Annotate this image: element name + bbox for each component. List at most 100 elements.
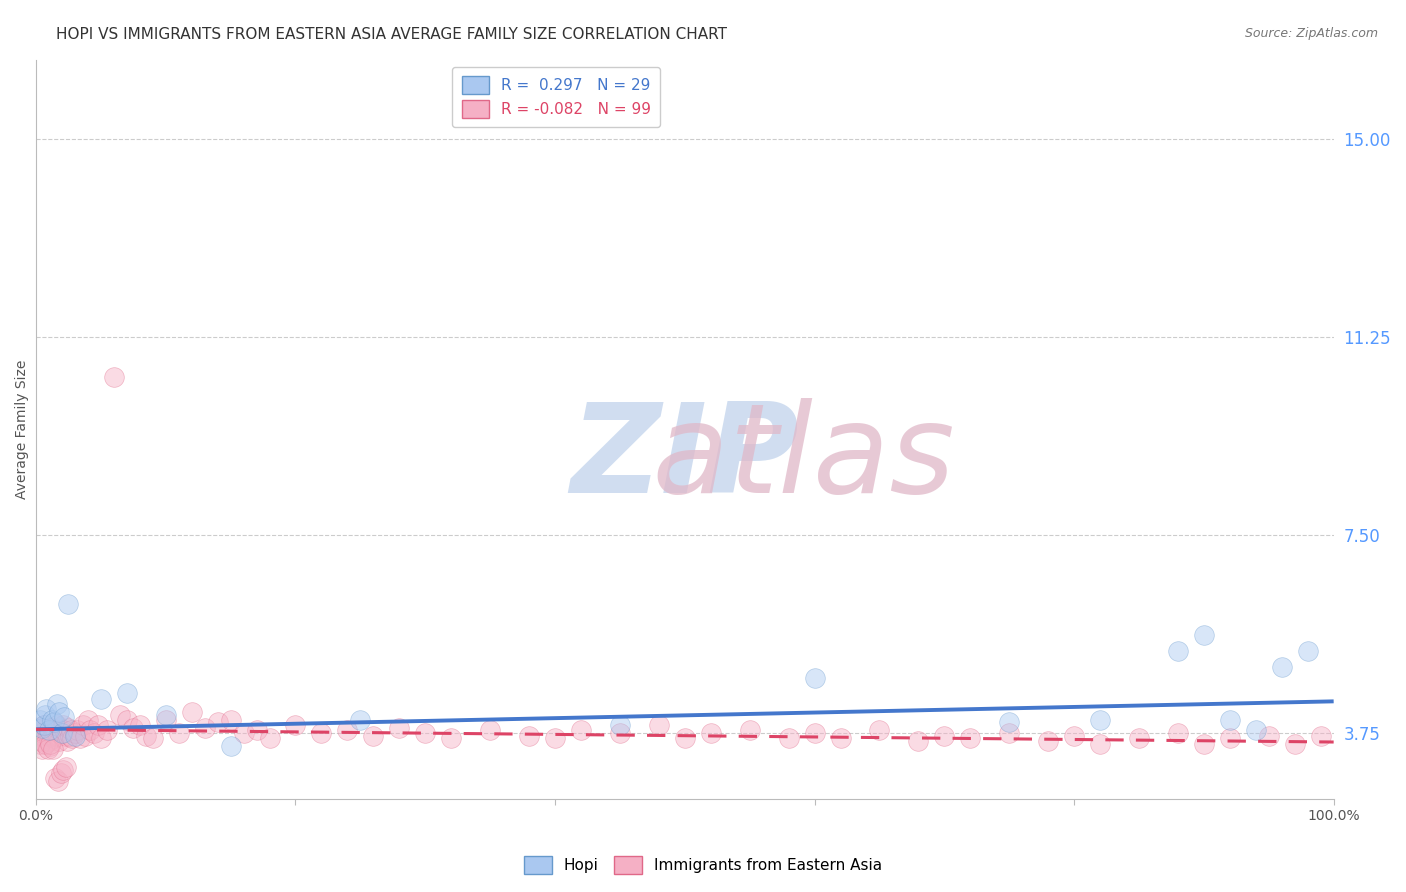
Point (778, 731, 800, 746)
Point (39, 739, 62, 754)
Point (232, 726, 254, 740)
Point (1244, 723, 1267, 738)
Point (479, 723, 502, 738)
Point (53, 710, 76, 724)
Point (959, 731, 981, 746)
Point (30, 734, 52, 748)
Point (90, 731, 112, 746)
Point (37, 729, 59, 743)
Point (83, 726, 105, 740)
Point (45, 697, 67, 711)
Point (59, 723, 82, 738)
Point (46, 729, 69, 743)
Point (28, 723, 51, 738)
Point (72, 718, 94, 732)
Point (907, 734, 929, 748)
Point (87, 718, 110, 732)
Point (128, 718, 150, 732)
Point (46, 773, 69, 788)
Point (194, 721, 217, 735)
Point (1088, 713, 1111, 727)
Point (207, 715, 229, 730)
Point (1167, 644, 1189, 658)
Text: HOPI VS IMMIGRANTS FROM EASTERN ASIA AVERAGE FAMILY SIZE CORRELATION CHART: HOPI VS IMMIGRANTS FROM EASTERN ASIA AVE… (56, 27, 727, 42)
Point (63, 729, 86, 743)
Point (803, 726, 825, 740)
Point (1128, 731, 1150, 746)
Point (42, 715, 65, 730)
Point (76, 713, 98, 727)
Legend: Hopi, Immigrants from Eastern Asia: Hopi, Immigrants from Eastern Asia (517, 850, 889, 880)
Point (803, 671, 825, 685)
Point (28, 713, 51, 727)
Point (52, 718, 75, 732)
Point (39, 737, 62, 751)
Point (48, 705, 70, 719)
Point (55, 729, 77, 743)
Point (1063, 729, 1085, 743)
Point (648, 718, 671, 732)
Point (52, 763, 75, 777)
Point (75, 729, 97, 743)
Point (517, 729, 540, 743)
Point (51, 726, 73, 740)
Point (998, 715, 1021, 730)
Point (1167, 726, 1189, 740)
Point (103, 369, 125, 384)
Point (1219, 713, 1241, 727)
Point (700, 726, 723, 740)
Point (1192, 737, 1215, 751)
Point (336, 723, 359, 738)
Point (96, 723, 118, 738)
Point (219, 713, 242, 727)
Point (135, 729, 157, 743)
Point (1088, 737, 1111, 751)
Point (1284, 737, 1306, 751)
Point (58, 721, 80, 735)
Point (569, 723, 592, 738)
Point (58, 597, 80, 611)
Point (49, 723, 72, 738)
Point (1271, 660, 1294, 674)
Point (45, 718, 67, 732)
Point (142, 731, 165, 746)
Point (440, 731, 463, 746)
Point (35, 721, 58, 735)
Point (42, 729, 65, 743)
Point (388, 721, 411, 735)
Point (28, 737, 51, 751)
Point (32, 718, 55, 732)
Point (110, 707, 132, 722)
Point (413, 726, 436, 740)
Point (59, 729, 82, 743)
Point (63, 726, 86, 740)
Point (1296, 644, 1319, 658)
Text: Source: ZipAtlas.com: Source: ZipAtlas.com (1244, 27, 1378, 40)
Y-axis label: Average Family Size: Average Family Size (15, 359, 30, 499)
Point (27, 729, 49, 743)
Point (37, 742, 59, 756)
Point (155, 713, 177, 727)
Point (1219, 731, 1241, 746)
Point (79, 723, 101, 738)
Point (122, 721, 145, 735)
Point (245, 723, 267, 738)
Point (1192, 628, 1215, 642)
Point (34, 731, 56, 746)
Point (1257, 729, 1279, 743)
Point (1036, 734, 1059, 748)
Point (167, 726, 190, 740)
Point (115, 713, 138, 727)
Point (738, 723, 761, 738)
Point (673, 731, 696, 746)
Text: ZIP: ZIP (571, 399, 799, 519)
Point (155, 707, 177, 722)
Point (69, 731, 91, 746)
Point (49, 765, 72, 780)
Point (115, 686, 138, 700)
Point (34, 707, 56, 722)
Legend: R =  0.297   N = 29, R = -0.082   N = 99: R = 0.297 N = 29, R = -0.082 N = 99 (453, 67, 661, 127)
Point (934, 729, 956, 743)
Point (90, 691, 112, 706)
Point (53, 723, 76, 738)
